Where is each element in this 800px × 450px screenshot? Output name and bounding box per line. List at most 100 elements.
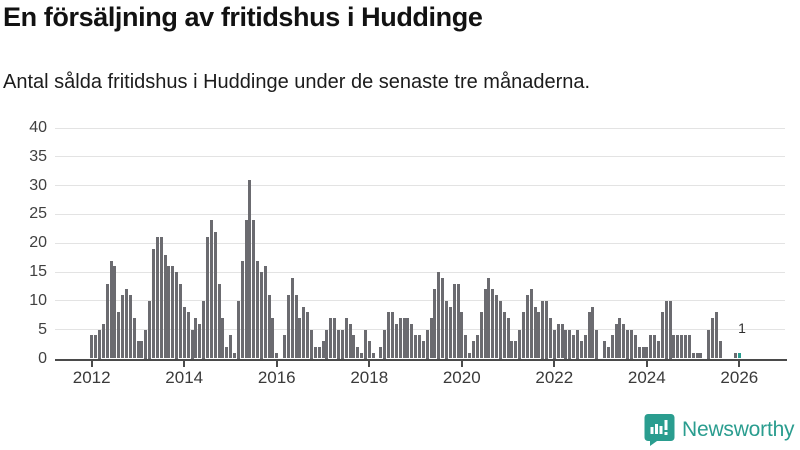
bar	[163, 254, 167, 359]
bar	[618, 318, 622, 359]
y-axis-label: 40	[29, 119, 47, 136]
bar	[313, 346, 317, 359]
bar	[541, 300, 545, 359]
bar	[128, 295, 132, 359]
bar	[198, 323, 202, 359]
gridline	[55, 156, 785, 158]
bar	[695, 352, 699, 359]
x-axis-tick	[738, 360, 741, 367]
x-axis-label: 2024	[627, 367, 666, 387]
bar	[117, 312, 121, 359]
bar	[290, 277, 294, 359]
x-axis-label: 2014	[165, 367, 204, 387]
bar	[514, 341, 518, 359]
bar	[202, 300, 206, 359]
bar	[714, 312, 718, 359]
gridline	[55, 127, 785, 129]
x-axis-tick	[368, 360, 371, 367]
bar	[687, 335, 691, 359]
bar	[676, 335, 680, 359]
bar	[417, 335, 421, 359]
bar	[626, 329, 630, 359]
x-axis-tick	[183, 360, 186, 367]
bar	[683, 335, 687, 359]
y-axis-label: 35	[29, 147, 47, 165]
y-axis-label: 20	[29, 234, 47, 252]
x-axis-label: 2022	[535, 367, 574, 387]
bar	[105, 283, 109, 359]
bar	[194, 318, 198, 359]
bar	[275, 352, 279, 359]
bar	[236, 300, 240, 359]
bar	[645, 346, 649, 359]
bar	[479, 312, 483, 359]
bar	[583, 335, 587, 359]
y-axis-label: 10	[29, 291, 47, 309]
x-axis-tick	[645, 360, 648, 367]
bar	[356, 346, 360, 359]
bar	[595, 329, 599, 359]
bar	[263, 266, 267, 359]
bar	[398, 318, 402, 359]
bar	[591, 306, 595, 359]
bar	[448, 306, 452, 359]
bar	[498, 300, 502, 359]
bar	[464, 335, 468, 359]
bar	[321, 341, 325, 359]
bar	[402, 318, 406, 359]
bar	[302, 306, 306, 359]
bar	[379, 346, 383, 359]
bar	[691, 352, 695, 359]
bar	[209, 220, 213, 359]
bar	[394, 323, 398, 359]
y-axis-label: 0	[38, 349, 47, 367]
bar	[576, 329, 580, 359]
bar	[317, 346, 321, 359]
bar	[371, 352, 375, 359]
bar	[568, 329, 572, 359]
bar	[232, 352, 236, 359]
bar	[286, 295, 290, 359]
last-value-label: 1	[738, 320, 746, 336]
y-axis-label: 30	[29, 176, 47, 194]
bar	[633, 335, 637, 359]
bar	[124, 289, 128, 359]
bar	[348, 323, 352, 359]
bar	[734, 352, 738, 359]
bar	[668, 300, 672, 359]
bar	[525, 295, 529, 359]
gridline	[55, 185, 785, 187]
bar	[664, 300, 668, 359]
x-axis-tick	[460, 360, 463, 367]
bar	[256, 260, 260, 359]
bar	[444, 300, 448, 359]
bar	[680, 335, 684, 359]
bar	[630, 329, 633, 359]
bar	[383, 329, 387, 359]
bar	[148, 300, 152, 359]
bar	[190, 329, 194, 359]
bar	[306, 312, 310, 359]
bar	[98, 329, 101, 359]
bar	[217, 283, 221, 359]
bar	[229, 335, 233, 359]
bar	[240, 260, 244, 359]
bar	[140, 341, 144, 359]
y-axis-label: 15	[29, 263, 47, 281]
y-axis-label: 25	[29, 205, 47, 223]
bar	[433, 289, 437, 359]
gridline	[55, 213, 785, 215]
bar	[244, 220, 248, 359]
bar	[622, 323, 626, 359]
bar	[579, 341, 583, 359]
bar	[340, 329, 344, 359]
bar	[344, 318, 348, 359]
bar	[390, 312, 394, 359]
bar	[606, 346, 610, 359]
newsworthy-logo-link[interactable]: Newsworthy	[644, 413, 795, 446]
bar	[510, 341, 514, 359]
bar	[437, 272, 441, 359]
bar	[637, 346, 641, 359]
bar	[483, 289, 487, 359]
